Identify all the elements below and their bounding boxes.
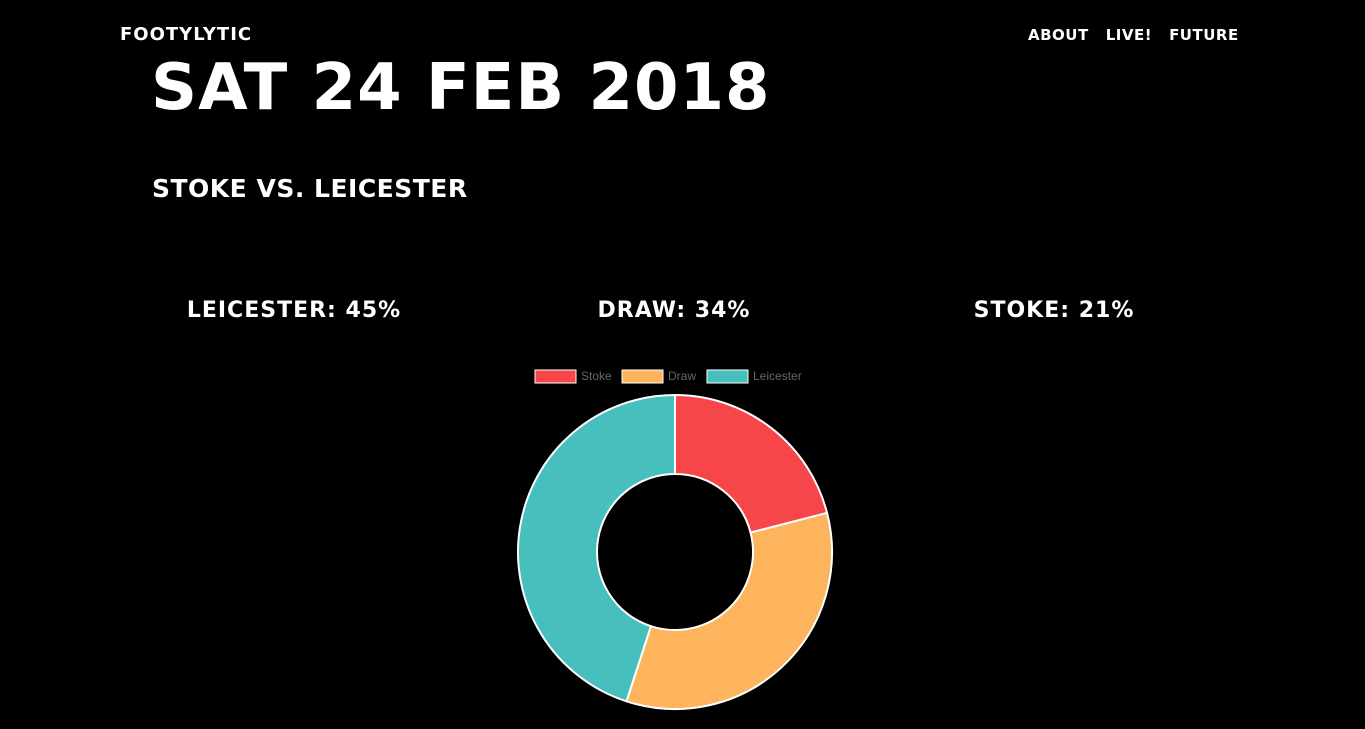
- slice-stoke[interactable]: [674, 393, 829, 534]
- legend-swatch-stoke: [534, 369, 577, 384]
- nav-live[interactable]: LIVE!: [1105, 26, 1153, 44]
- prob-stoke: STOKE: 21%: [973, 298, 1135, 323]
- prob-draw: DRAW: 34%: [597, 298, 751, 323]
- prob-leicester: LEICESTER: 45%: [186, 298, 402, 323]
- nav-about[interactable]: ABOUT: [1028, 26, 1089, 44]
- legend-item-leicester[interactable]: Leicester: [706, 369, 802, 384]
- legend-label-draw: Draw: [668, 369, 696, 383]
- slice-draw[interactable]: [625, 511, 833, 710]
- match-date: SAT 24 FEB 2018: [151, 51, 771, 125]
- legend-label-stoke: Stoke: [581, 369, 612, 383]
- slice-leicester[interactable]: [517, 393, 676, 703]
- legend-item-stoke[interactable]: Stoke: [534, 369, 612, 384]
- brand-logo[interactable]: FOOTYLYTIC: [120, 24, 253, 45]
- main-nav: ABOUT LIVE! FUTURE: [1028, 26, 1239, 44]
- legend-swatch-leicester: [706, 369, 749, 384]
- legend-item-draw[interactable]: Draw: [621, 369, 696, 384]
- nav-future[interactable]: FUTURE: [1169, 26, 1239, 44]
- match-fixture: STOKE VS. LEICESTER: [152, 174, 468, 203]
- legend-label-leicester: Leicester: [753, 369, 802, 383]
- legend-swatch-draw: [621, 369, 664, 384]
- outcome-doughnut-chart: Stoke Draw Leicester: [517, 369, 833, 710]
